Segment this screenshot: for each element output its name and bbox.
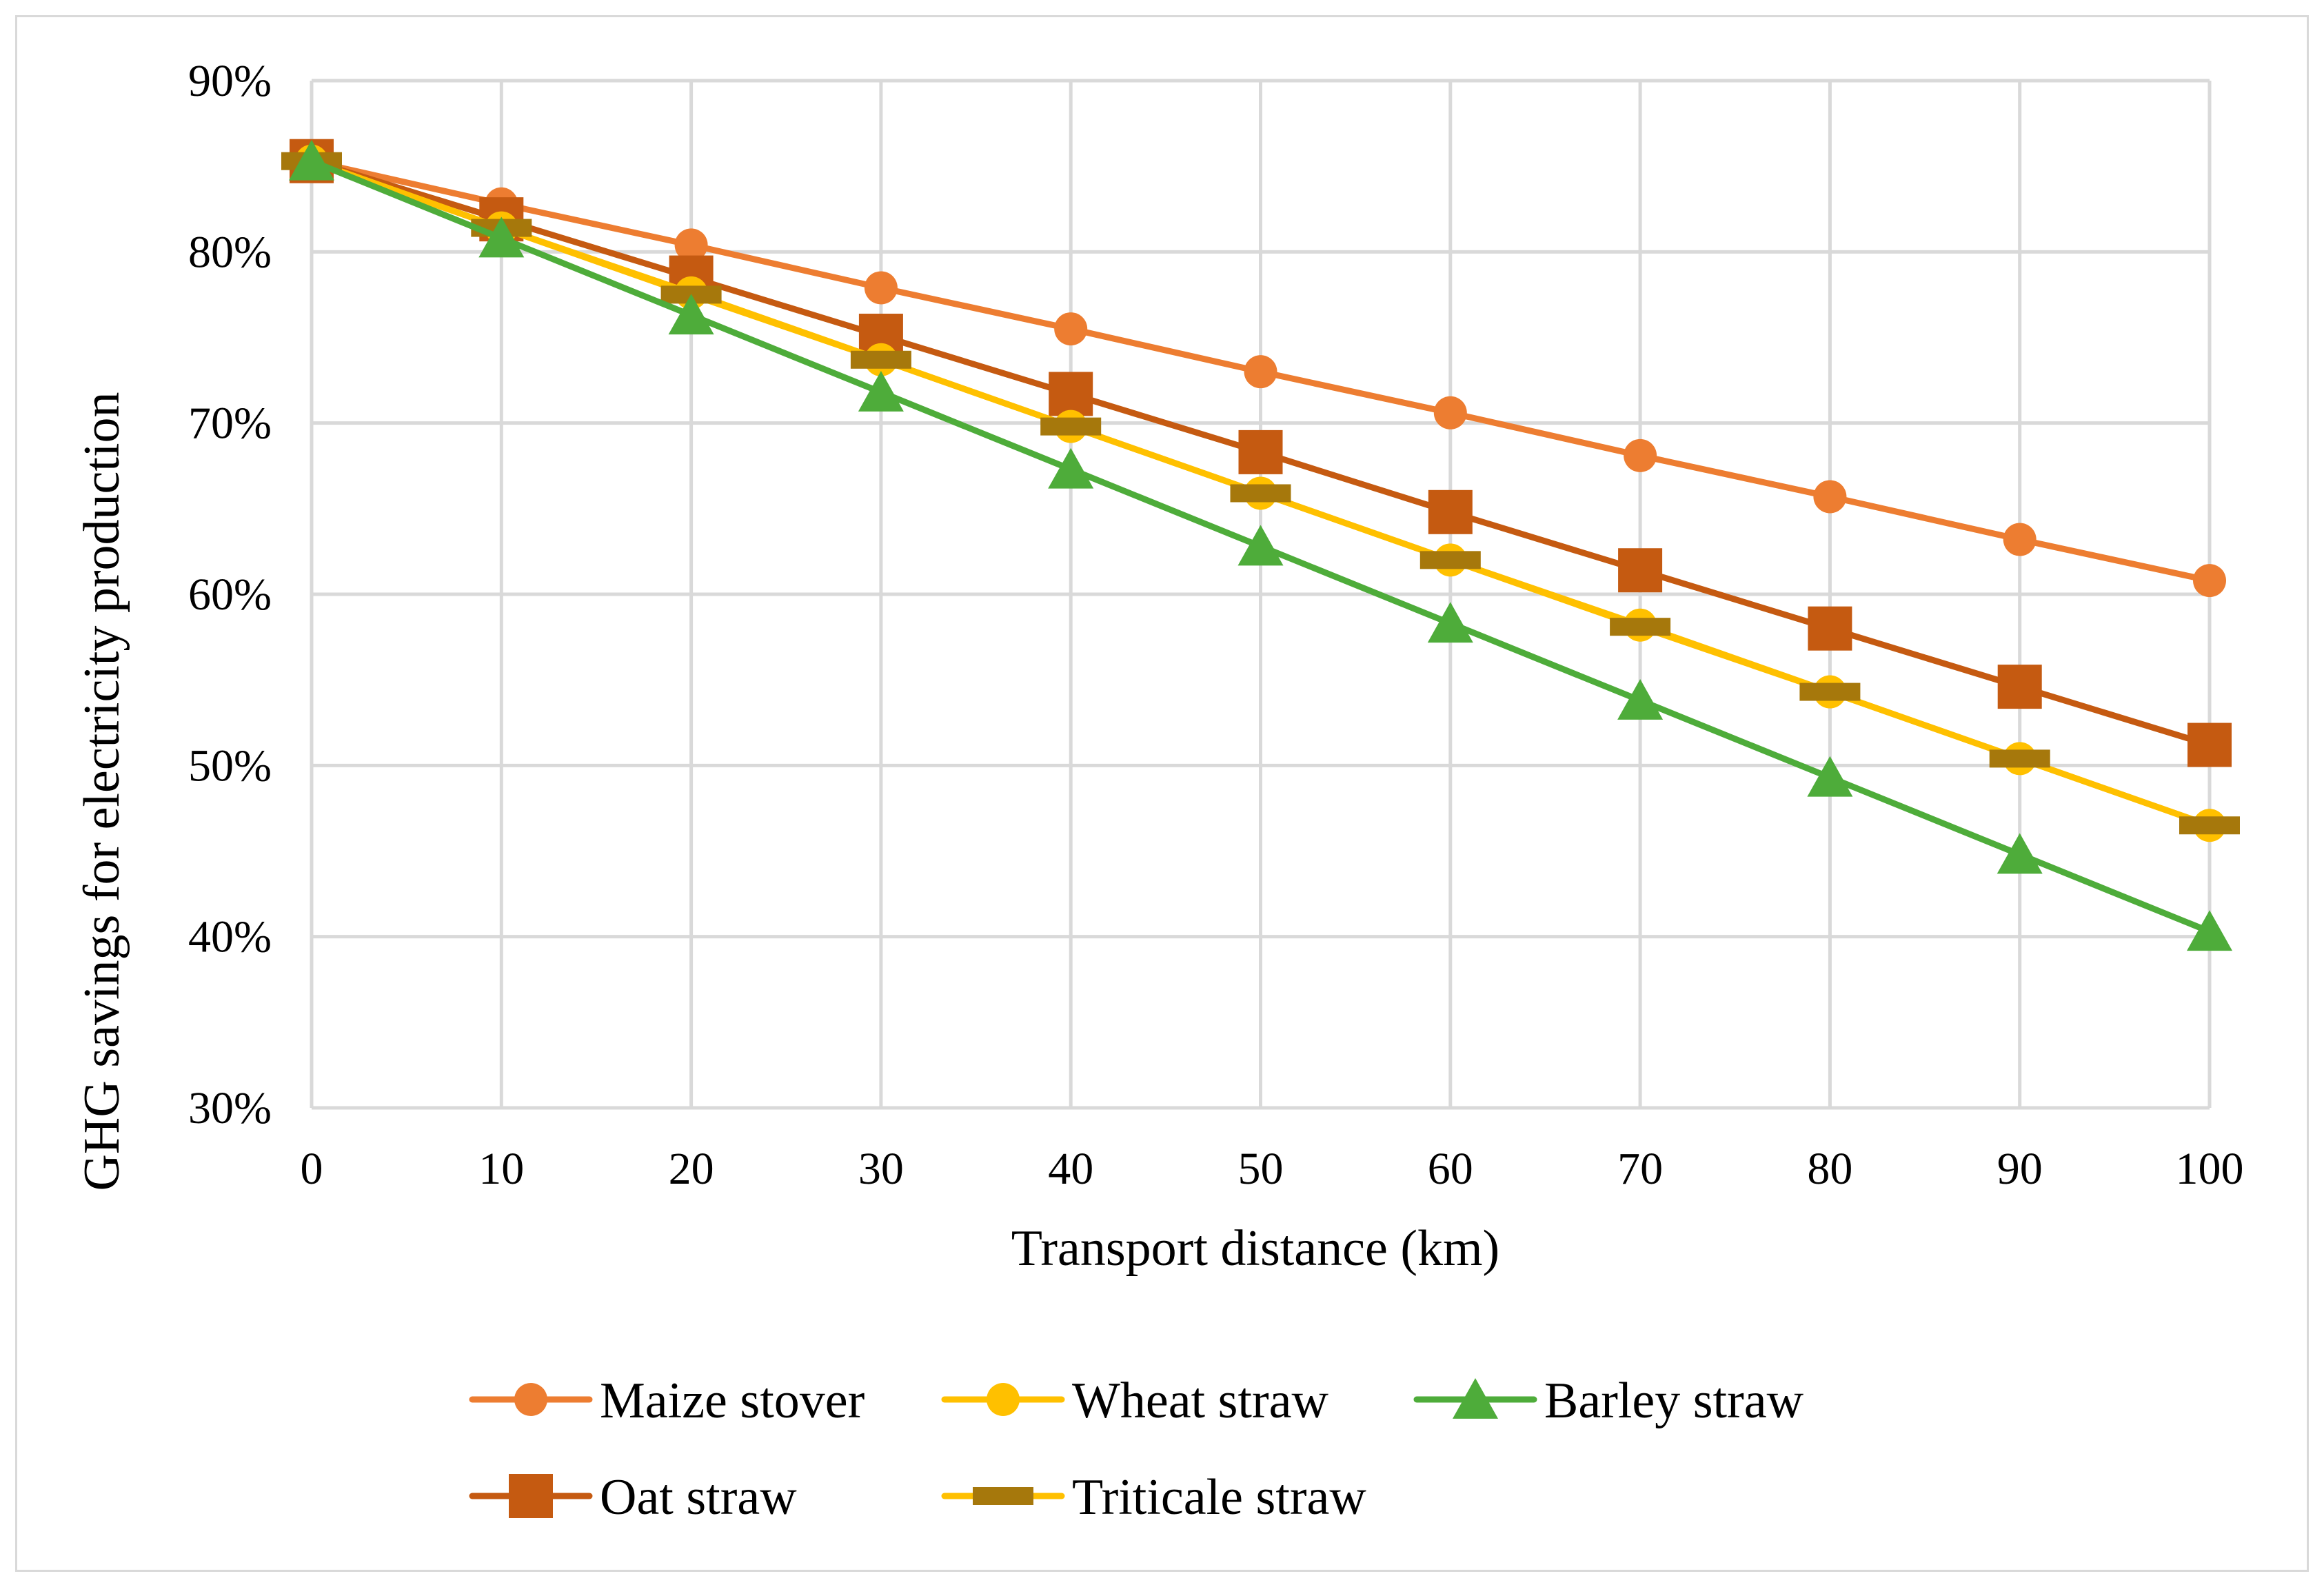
grid <box>310 79 2212 1110</box>
legend-marker <box>514 1383 547 1416</box>
x-tick-label: 80 <box>1807 1144 1852 1194</box>
data-point <box>2187 910 2232 951</box>
data-point <box>850 350 911 369</box>
legend-item: Wheat straw <box>941 1373 1328 1429</box>
legend-marker <box>509 1474 553 1518</box>
data-point <box>478 216 525 258</box>
chart-frame <box>15 15 2309 1572</box>
data-point <box>864 271 898 305</box>
x-tick-label: 90 <box>1997 1144 2043 1194</box>
legend-marker <box>1453 1378 1498 1419</box>
x-axis-title: Transport distance (km) <box>1011 1220 1499 1277</box>
data-point <box>1813 480 1847 514</box>
data-point <box>1617 678 1664 720</box>
series-layer <box>281 139 2240 951</box>
legend-item: Oat straw <box>469 1469 797 1526</box>
legend-marker <box>973 1487 1033 1505</box>
legend-label: Barley straw <box>1544 1373 1804 1429</box>
legend-label: Wheat straw <box>1072 1373 1328 1429</box>
data-point <box>1054 312 1088 346</box>
legend-item: Maize stover <box>469 1373 865 1429</box>
y-tick-label: 80% <box>188 227 272 277</box>
data-point <box>1618 548 1663 593</box>
series-barley-straw <box>289 139 2232 951</box>
series-maize-stover <box>295 144 2226 598</box>
legend-item: Triticale straw <box>941 1469 1366 1526</box>
legend-marker <box>987 1383 1020 1416</box>
x-tick-label: 10 <box>478 1144 524 1194</box>
data-point <box>1610 618 1671 636</box>
data-point <box>1040 417 1102 436</box>
data-point <box>1237 525 1284 566</box>
y-tick-label: 50% <box>188 740 272 791</box>
data-point <box>1048 447 1094 489</box>
data-point <box>289 139 334 181</box>
y-tick-label: 30% <box>188 1083 272 1133</box>
data-point <box>1244 355 1277 389</box>
y-axis-title: GHG savings for electricity production <box>74 392 130 1191</box>
data-point <box>668 294 714 335</box>
data-point <box>1230 484 1291 503</box>
data-point <box>1433 396 1467 429</box>
axes: 30% 40% 50% 60% 70% 80% 90% 0 10 20 30 40 50 60 70 80 90… <box>188 56 2243 1194</box>
series-triticale-straw <box>281 152 2240 835</box>
data-point <box>1807 756 1853 797</box>
y-tick-label: 60% <box>188 569 272 620</box>
data-point <box>1428 489 1473 534</box>
y-tick-label: 70% <box>188 398 272 449</box>
y-tick-label: 40% <box>188 912 272 962</box>
legend: Maize stover Wheat straw Barley straw Oat s… <box>469 1373 1804 1526</box>
data-point <box>1997 833 2043 874</box>
data-point <box>1624 438 1657 472</box>
x-tick-label: 40 <box>1048 1144 1093 1194</box>
data-point <box>1238 429 1283 474</box>
data-point <box>2003 523 2037 556</box>
x-tick-label: 50 <box>1238 1144 1284 1194</box>
x-tick-label: 60 <box>1428 1144 1473 1194</box>
data-point <box>1427 602 1473 643</box>
data-point <box>1997 665 2042 709</box>
data-point <box>2187 722 2232 767</box>
legend-item: Barley straw <box>1413 1373 1804 1429</box>
series-oat-straw <box>290 139 2232 767</box>
legend-label: Triticale straw <box>1072 1469 1366 1526</box>
data-point <box>2193 564 2226 598</box>
x-tick-label: 0 <box>301 1144 323 1194</box>
data-point <box>2179 816 2240 835</box>
data-point <box>674 228 708 262</box>
x-tick-label: 20 <box>669 1144 714 1194</box>
legend-label: Oat straw <box>600 1469 797 1526</box>
x-tick-label: 70 <box>1617 1144 1663 1194</box>
x-tick-label: 100 <box>2176 1144 2244 1194</box>
x-tick-label: 30 <box>858 1144 904 1194</box>
legend-label: Maize stover <box>600 1373 865 1429</box>
data-point <box>858 370 904 412</box>
data-point <box>1989 749 2050 768</box>
data-point <box>1799 683 1861 701</box>
data-point <box>1049 372 1093 416</box>
data-point <box>1808 606 1852 651</box>
y-tick-label: 90% <box>188 56 272 106</box>
data-point <box>1419 551 1481 569</box>
